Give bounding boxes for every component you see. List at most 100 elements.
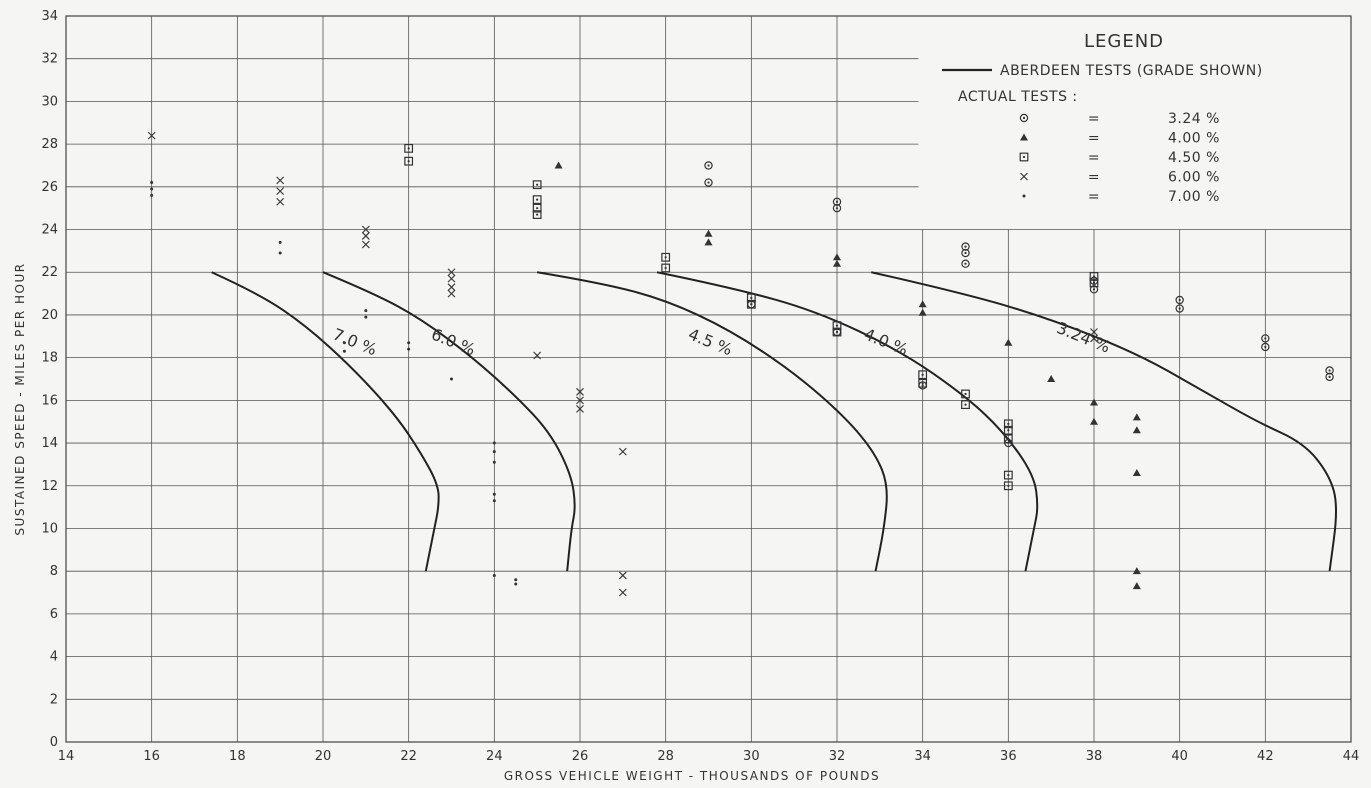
x-point: [447, 289, 456, 298]
curve-label: 4.0 %: [861, 325, 911, 360]
square-dot-point: [1003, 425, 1013, 435]
legend-entry-label: 3.24 %: [1168, 111, 1220, 127]
x-point: [361, 232, 370, 240]
legend-entry-label: 7.00 %: [1168, 189, 1220, 205]
triangle-point: [1132, 582, 1141, 590]
square-dot-point: [961, 389, 970, 399]
y-tick-label: 4: [50, 650, 58, 665]
y-tick-label: 12: [41, 479, 58, 494]
dot-point: [278, 251, 282, 255]
legend-actual-header: ACTUAL TESTS :: [958, 89, 1078, 105]
legend-entry-label: 4.00 %: [1168, 131, 1220, 147]
legend-line-label: ABERDEEN TESTS (GRADE SHOWN): [1000, 63, 1263, 79]
x-axis-title: GROSS VEHICLE WEIGHT - THOUSANDS OF POUN…: [504, 769, 880, 783]
circle-dot-point: [961, 242, 970, 251]
x-tick-label: 18: [229, 749, 246, 764]
x-tick-label: 24: [486, 749, 503, 764]
legend-marker: [1019, 113, 1029, 123]
dot-point: [514, 582, 518, 586]
x-point: [276, 197, 285, 206]
y-tick-label: 30: [41, 94, 58, 109]
x-point: [276, 187, 285, 195]
y-tick-label: 20: [41, 308, 58, 323]
square-dot-point: [961, 400, 970, 410]
x-point: [147, 131, 156, 140]
grade-curve: [656, 271, 1039, 572]
circle-dot-point: [832, 197, 842, 206]
triangle-point: [1132, 426, 1141, 434]
y-tick-label: 28: [41, 137, 58, 152]
square-dot-point: [746, 299, 756, 309]
y-tick-label: 14: [41, 436, 58, 451]
square-dot-point: [1003, 419, 1013, 429]
dot-point: [492, 573, 496, 577]
x-point: [1090, 328, 1098, 336]
x-point: [618, 571, 627, 580]
legend-equals: =: [1088, 150, 1100, 166]
x-point: [447, 274, 456, 283]
dot-point: [492, 460, 496, 464]
legend-equals: =: [1088, 131, 1100, 147]
plot-frame: [65, 15, 1352, 743]
legend-marker: [1022, 194, 1026, 198]
y-tick-label: 24: [41, 223, 58, 238]
square-dot-point: [832, 321, 842, 331]
legend: LEGEND ABERDEEN TESTS (GRADE SHOWN) ACTUAL…: [942, 31, 1263, 205]
dot-point: [407, 341, 411, 345]
grade-curve: [871, 271, 1338, 572]
dot-point: [364, 309, 368, 313]
y-tick-label: 6: [50, 607, 58, 622]
circle-dot-point: [961, 259, 970, 268]
x-tick-label: 40: [1171, 749, 1188, 764]
square-dot-point: [404, 143, 414, 153]
legend-marker: [1019, 152, 1029, 162]
x-tick-label: 22: [400, 749, 417, 764]
grade-curve: [211, 271, 440, 572]
dot-point: [150, 187, 154, 191]
circle-dot-point: [1175, 304, 1184, 313]
curves: 7.0 % 6.0 % 4.5 % 4.0 % 3.24 %: [211, 271, 1338, 572]
x-tick-label: 14: [58, 749, 75, 764]
dot-point: [407, 347, 411, 351]
triangle-point: [704, 238, 713, 246]
dot-point: [514, 578, 518, 582]
triangle-point: [1047, 375, 1056, 382]
circle-dot-point: [704, 178, 713, 187]
x-tick-label: 42: [1257, 749, 1274, 764]
square-dot-point: [1089, 278, 1099, 288]
dot-point: [364, 315, 368, 319]
legend-title: LEGEND: [1084, 31, 1164, 52]
x-point: [576, 396, 584, 405]
square-dot-point: [661, 263, 671, 273]
square-dot-point: [1003, 481, 1013, 491]
x-point: [533, 351, 542, 360]
x-point: [576, 387, 584, 396]
triangle-point: [554, 161, 563, 169]
square-dot-point: [532, 195, 542, 205]
square-dot-point: [832, 327, 842, 337]
x-point: [618, 588, 627, 597]
legend-equals: =: [1088, 111, 1100, 127]
dot-point: [492, 450, 496, 454]
circle-dot-point: [704, 161, 713, 170]
circle-dot-point: [961, 248, 970, 258]
x-point: [361, 225, 370, 234]
dot-point: [492, 492, 496, 496]
circle-dot-point: [1261, 342, 1270, 352]
triangle-point: [1132, 567, 1141, 575]
y-tick-label: 26: [41, 180, 58, 195]
triangle-point: [704, 229, 713, 237]
curve-label: 6.0 %: [429, 325, 479, 360]
triangle-point: [1090, 398, 1098, 406]
circle-dot-point: [1175, 295, 1184, 305]
y-tick-label: 34: [41, 9, 58, 24]
curve-label: 3.24 %: [1054, 318, 1113, 357]
square-dot-point: [1089, 272, 1099, 281]
circle-dot-point: [1089, 285, 1099, 294]
triangle-point: [833, 253, 841, 261]
triangle-point: [1090, 417, 1098, 425]
y-tick-label: 16: [41, 393, 58, 408]
x-tick-label: 30: [743, 749, 760, 764]
square-dot-point: [532, 203, 542, 213]
y-tick-label: 2: [50, 692, 58, 707]
